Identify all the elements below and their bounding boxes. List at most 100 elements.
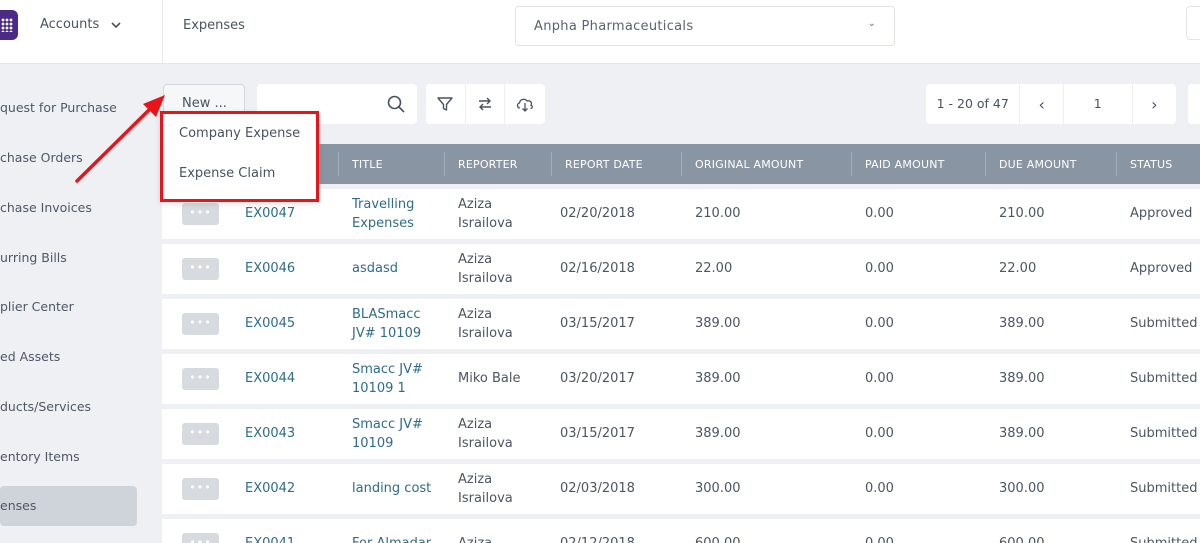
status-cell: Submitted (1130, 316, 1198, 331)
sidebar-item[interactable]: urring Bills (0, 250, 67, 265)
table-row[interactable]: ••• EX0041 For Almadar Aziza 02/12/2018 600.0… (162, 519, 1200, 543)
row-actions-button[interactable]: ••• (182, 313, 219, 335)
chevron-down-icon: ⌄ (867, 18, 876, 29)
menu-item-company-expense[interactable]: Company Expense (179, 126, 301, 141)
expense-title-link-line[interactable]: 10109 (352, 436, 394, 451)
expense-title-link-line[interactable]: Smacc JV# (352, 362, 423, 377)
row-actions-button[interactable]: ••• (182, 258, 219, 280)
expense-title-link[interactable]: landing cost (352, 479, 431, 498)
sidebar-item[interactable]: ducts/Services (0, 399, 92, 414)
prev-page-button[interactable]: ‹ (1020, 84, 1064, 124)
sidebar-item[interactable]: ed Assets (0, 349, 61, 364)
reporter-cell-line: Aziza (458, 307, 493, 322)
expense-title-link-line[interactable]: Expenses (352, 216, 414, 231)
top-bar: Accounts Expenses Anpha Pharmaceuticals … (0, 0, 1200, 64)
report-date-cell: 02/12/2018 (560, 534, 635, 543)
expense-title-link-line[interactable]: JV# 10109 (352, 326, 422, 341)
sidebar-item[interactable]: quest for Purchase (0, 100, 117, 115)
column-header[interactable]: TITLE (352, 158, 383, 171)
reporter-cell-line: Israilova (458, 491, 513, 506)
app-logo-icon[interactable] (0, 10, 18, 40)
column-header[interactable]: STATUS (1130, 158, 1173, 171)
column-divider (551, 152, 552, 176)
next-page-button[interactable]: › (1133, 84, 1176, 124)
column-header[interactable]: PAID AMOUNT (865, 158, 945, 171)
expense-id-link[interactable]: EX0044 (245, 371, 296, 386)
expense-title-link[interactable]: Travelling Expenses (352, 195, 414, 233)
expense-title-link[interactable]: BLASmacc JV# 10109 (352, 305, 421, 343)
expense-title-link-line[interactable]: Smacc JV# (352, 417, 423, 432)
page-number-input[interactable]: 1 (1064, 84, 1133, 124)
report-date-cell: 02/03/2018 (560, 481, 635, 496)
expense-title-link-line[interactable]: Travelling (352, 197, 415, 212)
column-divider (338, 152, 339, 176)
expense-title-link-line[interactable]: 10109 1 (352, 381, 406, 396)
sidebar-item[interactable]: enses (0, 486, 137, 526)
chevron-right-icon: › (1151, 94, 1158, 114)
sort-button[interactable] (466, 84, 506, 124)
annotation-arrow-icon (75, 95, 165, 183)
pagination-range: 1 - 20 of 47 (926, 84, 1021, 124)
expense-title-link[interactable]: For Almadar (352, 534, 431, 543)
reporter-cell: Aziza Israilova (458, 470, 513, 508)
original-amount-cell: 389.00 (695, 316, 741, 331)
search-icon[interactable] (387, 95, 405, 113)
expense-id-link[interactable]: EX0045 (245, 316, 296, 331)
expense-id-link[interactable]: EX0046 (245, 261, 296, 276)
column-header[interactable]: DUE AMOUNT (999, 158, 1077, 171)
reporter-cell-line: Aziza (458, 252, 493, 267)
status-cell: Submitted (1130, 371, 1198, 386)
company-select[interactable]: Anpha Pharmaceuticals ⌄ (515, 6, 895, 46)
paid-amount-cell: 0.00 (865, 261, 894, 276)
sidebar-item[interactable]: chase Invoices (0, 200, 92, 215)
report-date-cell: 03/15/2017 (560, 316, 635, 331)
sidebar-item[interactable]: plier Center (0, 299, 74, 314)
report-date-cell: 02/20/2018 (560, 206, 635, 221)
table-row[interactable]: ••• EX0042 landing cost Aziza Israilova 02/03… (162, 464, 1200, 514)
table-row[interactable]: ••• EX0045 BLASmacc JV# 10109 Aziza Israilova… (162, 299, 1200, 349)
table-row[interactable]: ••• EX0046 asdasd Aziza Israilova 02/16/2018 2… (162, 244, 1200, 294)
expense-id-link[interactable]: EX0041 (245, 534, 295, 543)
accounts-menu[interactable]: Accounts (40, 17, 121, 32)
expense-title-link-line[interactable]: BLASmacc (352, 307, 421, 322)
sidebar-item[interactable]: entory Items (0, 449, 80, 464)
expense-id-link[interactable]: EX0043 (245, 426, 296, 441)
filter-button[interactable] (426, 84, 466, 124)
original-amount-cell: 210.00 (695, 206, 741, 221)
row-actions-button[interactable]: ••• (182, 203, 219, 225)
topbar-right-button[interactable] (1186, 6, 1200, 40)
expense-title-link-line[interactable]: asdasd (352, 261, 398, 276)
status-cell: Submitted (1130, 534, 1197, 543)
table-header: TITLE REPORTER REPORT DATE ORIGINAL AMOUNT P… (162, 144, 1200, 184)
column-divider (1116, 152, 1117, 176)
column-header[interactable]: REPORTER (458, 158, 518, 171)
row-actions-button[interactable]: ••• (182, 533, 219, 543)
sidebar: quest for Purchase chase Orders chase Invo… (0, 64, 162, 543)
due-amount-cell: 389.00 (999, 316, 1045, 331)
table-row[interactable]: ••• EX0043 Smacc JV# 10109 Aziza Israilova 03/… (162, 409, 1200, 459)
expense-id-link[interactable]: EX0047 (245, 206, 296, 221)
row-actions-button[interactable]: ••• (182, 423, 219, 445)
expense-title-link-line[interactable]: landing cost (352, 481, 432, 496)
expense-id-link[interactable]: EX0042 (245, 481, 296, 496)
table-row[interactable]: ••• EX0047 Travelling Expenses Aziza Israilov… (162, 189, 1200, 239)
row-actions-button[interactable]: ••• (182, 478, 219, 500)
table-row[interactable]: ••• EX0044 Smacc JV# 10109 1 Miko Bale 03/20/… (162, 354, 1200, 404)
column-header[interactable]: ORIGINAL AMOUNT (695, 158, 804, 171)
column-header[interactable]: REPORT DATE (565, 158, 643, 171)
expense-title-link[interactable]: asdasd (352, 259, 398, 278)
sidebar-item[interactable]: chase Orders (0, 150, 83, 165)
expense-title-link[interactable]: Smacc JV# 10109 (352, 415, 423, 453)
expense-title-link-line[interactable]: For Almadar (352, 534, 431, 543)
chevron-down-icon (111, 21, 121, 28)
paid-amount-cell: 0.00 (865, 481, 894, 496)
row-actions-button[interactable]: ••• (182, 368, 219, 390)
expense-title-link[interactable]: Smacc JV# 10109 1 (352, 360, 423, 398)
swap-icon (478, 97, 491, 111)
toolbar-right-button[interactable] (1188, 84, 1200, 124)
download-button[interactable] (505, 84, 545, 124)
due-amount-cell: 389.00 (999, 371, 1045, 386)
column-divider (851, 152, 852, 176)
due-amount-cell: 600.00 (999, 534, 1045, 543)
menu-item-expense-claim[interactable]: Expense Claim (179, 166, 276, 181)
